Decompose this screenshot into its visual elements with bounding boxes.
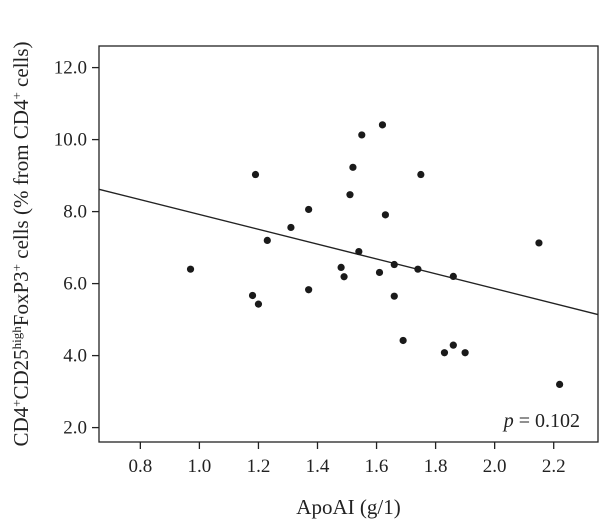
data-point xyxy=(186,265,195,273)
x-tick-label: 1.2 xyxy=(247,456,271,477)
data-point xyxy=(254,300,263,308)
axes xyxy=(98,45,599,443)
data-point xyxy=(381,211,390,219)
data-point xyxy=(305,205,313,214)
y-tick-label: 2.0 xyxy=(63,418,87,439)
data-point xyxy=(263,236,271,244)
x-tick-label: 0.8 xyxy=(128,456,152,477)
data-point xyxy=(556,380,564,388)
y-label-superscript: + xyxy=(9,264,24,271)
p-value-text: = 0.102 xyxy=(514,410,580,432)
data-point xyxy=(248,291,257,300)
p-symbol: p xyxy=(502,410,514,432)
p-value-annotation: p = 0.102 xyxy=(502,410,580,432)
data-point xyxy=(287,223,295,232)
y-label-text: FoxP3 xyxy=(9,271,33,326)
y-tick-label: 4.0 xyxy=(63,346,87,367)
data-point xyxy=(251,170,260,179)
y-label-text: cells (% from CD4 xyxy=(9,99,33,264)
data-point xyxy=(417,170,425,179)
y-tick-label: 8.0 xyxy=(63,202,87,223)
data-point xyxy=(399,336,407,345)
x-tick-label: 2.2 xyxy=(542,456,566,477)
x-tick-label: 1.8 xyxy=(424,456,448,477)
regression-line xyxy=(98,188,599,316)
data-point xyxy=(375,268,384,277)
data-point xyxy=(340,273,348,281)
y-label-text: CD25 xyxy=(9,349,33,399)
y-label-superscript: + xyxy=(9,92,24,99)
y-label-superscript: high xyxy=(9,326,24,350)
ticks: 0.8 1.0 1.2 1.4 1.6 1.8 2.0 2.2 2.0 4.0 6.0 8.0 10.0… xyxy=(54,58,566,477)
data-point xyxy=(358,131,366,139)
y-label-superscript: + xyxy=(9,400,24,407)
regression-line-group xyxy=(98,188,599,316)
x-tick-label: 1.4 xyxy=(306,456,330,477)
y-label-text: CD4 xyxy=(9,406,33,446)
data-point xyxy=(349,163,357,171)
data-point xyxy=(346,191,354,199)
y-tick-label: 6.0 xyxy=(63,274,87,295)
data-point xyxy=(337,263,345,271)
data-point xyxy=(414,265,422,273)
data-point xyxy=(378,121,387,129)
data-points xyxy=(186,121,564,388)
y-tick-label: 12.0 xyxy=(54,58,87,79)
data-point xyxy=(440,349,449,357)
x-tick-label: 1.6 xyxy=(365,456,389,477)
plot-frame xyxy=(98,45,599,443)
data-point xyxy=(461,349,469,357)
data-point xyxy=(355,247,363,256)
y-tick-label: 10.0 xyxy=(54,130,87,151)
data-point xyxy=(535,239,543,247)
y-axis-label: CD4+CD25highFoxP3+ cells (% from CD4+ ce… xyxy=(9,41,34,446)
data-point xyxy=(449,341,457,349)
y-label-text: cells) xyxy=(9,41,33,92)
data-point xyxy=(390,292,398,300)
x-axis-label: ApoAI (g/1) xyxy=(296,495,400,519)
data-point xyxy=(305,286,313,294)
x-tick-label: 2.0 xyxy=(483,456,507,477)
data-point xyxy=(390,260,398,269)
x-tick-label: 1.0 xyxy=(188,456,212,477)
data-point xyxy=(449,272,457,280)
